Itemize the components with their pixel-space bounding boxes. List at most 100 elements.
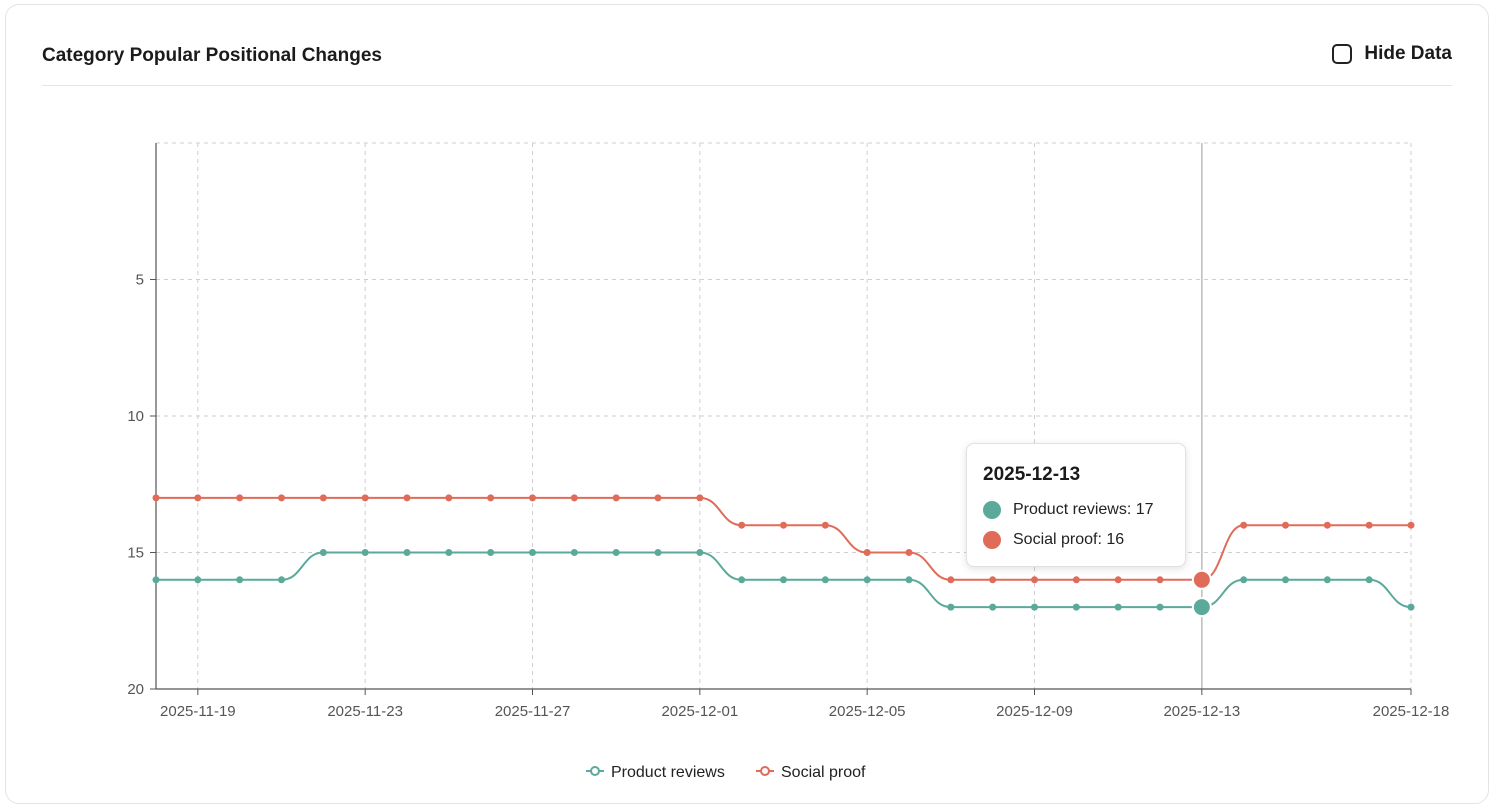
- data-point: [361, 549, 369, 556]
- data-point: [1156, 603, 1164, 611]
- data-point: [278, 576, 285, 584]
- data-point: [570, 494, 578, 502]
- x-tick-label: 2025-11-19: [160, 703, 236, 720]
- x-tick-label: 2025-11-27: [495, 703, 571, 720]
- legend-item-1: Social proof: [756, 764, 866, 781]
- data-point: [1240, 521, 1248, 529]
- x-tick-label: 2025-12-05: [829, 703, 906, 720]
- data-point: [1240, 576, 1248, 584]
- data-point: [738, 576, 746, 584]
- grid: [156, 142, 1412, 689]
- data-point: [612, 549, 620, 556]
- legend: Product reviews Social proof: [586, 764, 866, 781]
- data-point: [1282, 576, 1289, 584]
- legend-label: Product reviews: [611, 764, 725, 781]
- x-tick-label: 2025-12-18: [1373, 703, 1450, 720]
- data-point: [1365, 521, 1373, 529]
- highlight-point: [1191, 569, 1212, 590]
- series-line-1: [155, 496, 1411, 581]
- data-point: [529, 549, 536, 556]
- data-point: [1114, 603, 1122, 611]
- hide-data-label: Hide Data: [1364, 43, 1452, 64]
- legend-marker: [760, 766, 770, 776]
- data-point: [194, 576, 202, 584]
- data-point: [1407, 521, 1415, 529]
- data-point: [194, 494, 202, 502]
- data-point: [863, 576, 871, 584]
- data-point: [1031, 603, 1038, 611]
- data-point: [487, 494, 495, 502]
- x-tick-label: 2025-11-23: [327, 703, 403, 720]
- legend-label: Social proof: [781, 764, 866, 781]
- data-point: [487, 549, 495, 556]
- chart-tooltip: 2025-12-13 Product reviews: 17 Social pr…: [966, 443, 1186, 567]
- tooltip-text-product-reviews: Product reviews: 17: [1013, 501, 1154, 518]
- data-point: [445, 494, 453, 502]
- data-point: [403, 549, 411, 556]
- chart-card: Category Popular Positional Changes Hide…: [5, 4, 1489, 804]
- tooltip-dot-product-reviews: [983, 501, 1001, 519]
- tooltip-text-social-proof: Social proof: 16: [1013, 531, 1125, 548]
- data-point: [989, 603, 997, 611]
- hide-data-toggle[interactable]: Hide Data: [1332, 43, 1452, 65]
- data-point: [863, 549, 871, 556]
- chart-title: Category Popular Positional Changes: [42, 45, 382, 66]
- data-point: [445, 549, 453, 556]
- highlight-point: [1191, 597, 1212, 618]
- data-point: [236, 576, 244, 584]
- data-point: [1072, 603, 1080, 611]
- data-point: [236, 494, 244, 502]
- data-point: [1282, 521, 1289, 529]
- data-point: [947, 576, 955, 584]
- y-tick-label: 5: [136, 272, 144, 289]
- data-point: [821, 576, 829, 584]
- data-point: [1407, 603, 1415, 611]
- tooltip-dot-social-proof: [983, 531, 1001, 549]
- data-point: [361, 494, 369, 502]
- data-point: [278, 494, 285, 502]
- data-point: [1323, 521, 1331, 529]
- tooltip-row-social-proof: Social proof: 16: [983, 531, 1124, 549]
- data-point: [780, 576, 787, 584]
- y-tick-label: 10: [127, 408, 144, 425]
- data-point: [1156, 576, 1164, 584]
- legend-marker: [590, 766, 600, 776]
- x-tick-label: 2025-12-13: [1163, 703, 1240, 720]
- data-point: [989, 576, 997, 584]
- data-point: [696, 494, 704, 502]
- data-point: [654, 549, 662, 556]
- data-point: [1072, 576, 1080, 584]
- x-tick-label: 2025-12-09: [996, 703, 1073, 720]
- data-point: [905, 549, 913, 556]
- data-point: [947, 603, 955, 611]
- data-point: [570, 549, 578, 556]
- data-point: [696, 549, 704, 556]
- data-point: [780, 521, 787, 529]
- data-point: [319, 494, 327, 502]
- data-point: [152, 576, 160, 584]
- data-point: [152, 494, 160, 502]
- y-tick-label: 15: [127, 545, 144, 562]
- data-point: [821, 521, 829, 529]
- data-point: [1365, 576, 1373, 584]
- y-tick-label: 20: [127, 681, 144, 698]
- data-point: [319, 549, 327, 556]
- data-point: [612, 494, 620, 502]
- tooltip-date: 2025-12-13: [983, 464, 1081, 485]
- hide-data-checkbox[interactable]: [1332, 44, 1353, 64]
- x-tick-label: 2025-12-01: [661, 703, 738, 720]
- data-point: [529, 494, 536, 502]
- data-point: [654, 494, 662, 502]
- legend-item-0: Product reviews: [586, 764, 725, 781]
- data-point: [1323, 576, 1331, 584]
- data-point: [905, 576, 913, 584]
- data-point: [738, 521, 746, 529]
- tooltip-row-product-reviews: Product reviews: 17: [983, 501, 1154, 519]
- data-point: [1114, 576, 1122, 584]
- data-point: [403, 494, 411, 502]
- axes: 5 10 15 20 2025-11-19 2025-11-23 2025-11-27 202…: [127, 143, 1449, 720]
- data-point: [1031, 576, 1038, 584]
- card-header: Category Popular Positional Changes Hide…: [42, 5, 1452, 86]
- series: [152, 494, 1415, 618]
